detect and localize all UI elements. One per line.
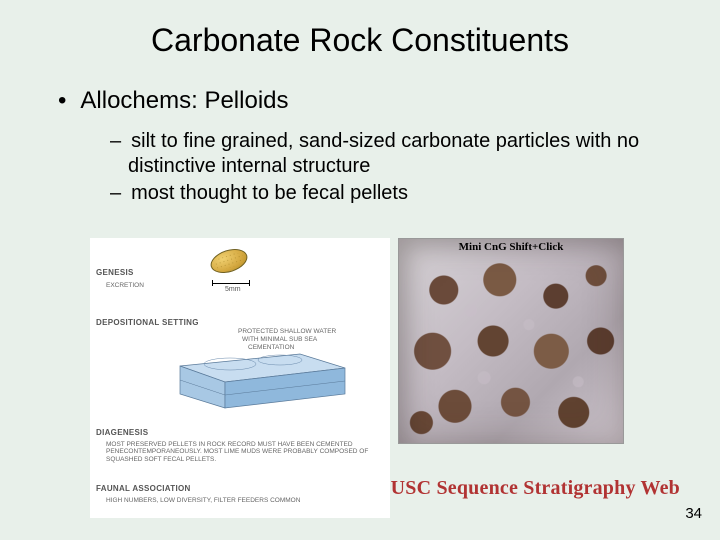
watermark: USC Sequence Stratigraphy Web [391, 477, 680, 500]
diagram-depositional-text-2: WITH MINIMAL SUB SEA [242, 336, 317, 343]
diagram-faunal-text: HIGH NUMBERS, LOW DIVERSITY, FILTER FEED… [106, 497, 382, 504]
slide: Carbonate Rock Constituents Allochems: P… [0, 0, 720, 540]
diagram-depositional-heading: DEPOSITIONAL SETTING [96, 318, 199, 327]
photo-caption: Mini CnG Shift+Click [399, 241, 623, 253]
diagram-diagenesis-heading: DIAGENESIS [96, 428, 148, 437]
scale-label: 5mm [225, 286, 241, 293]
diagram-faunal-heading: FAUNAL ASSOCIATION [96, 484, 191, 493]
bullet-level-2: silt to fine grained, sand-sized carbona… [110, 129, 680, 179]
bullet-level-2: most thought to be fecal pellets [110, 181, 680, 206]
slide-title: Carbonate Rock Constituents [40, 22, 680, 59]
diagram-diagenesis-text: MOST PRESERVED PELLETS IN ROCK RECORD MU… [106, 441, 382, 463]
block-3d [170, 346, 350, 416]
images-row: GENESIS EXCRETION 5mm DEPOSITIONAL SETTI… [90, 238, 624, 518]
photomicrograph: Mini CnG Shift+Click [398, 238, 624, 444]
diagram-genesis-text: EXCRETION [106, 282, 144, 289]
pelloid-icon [208, 245, 251, 278]
diagram-genesis-heading: GENESIS [96, 268, 134, 277]
diagram-figure: GENESIS EXCRETION 5mm DEPOSITIONAL SETTI… [90, 238, 390, 518]
bullet-level-1: Allochems: Pelloids [58, 87, 680, 115]
page-number: 34 [685, 505, 702, 522]
diagram-depositional-text-1: PROTECTED SHALLOW WATER [238, 328, 336, 335]
